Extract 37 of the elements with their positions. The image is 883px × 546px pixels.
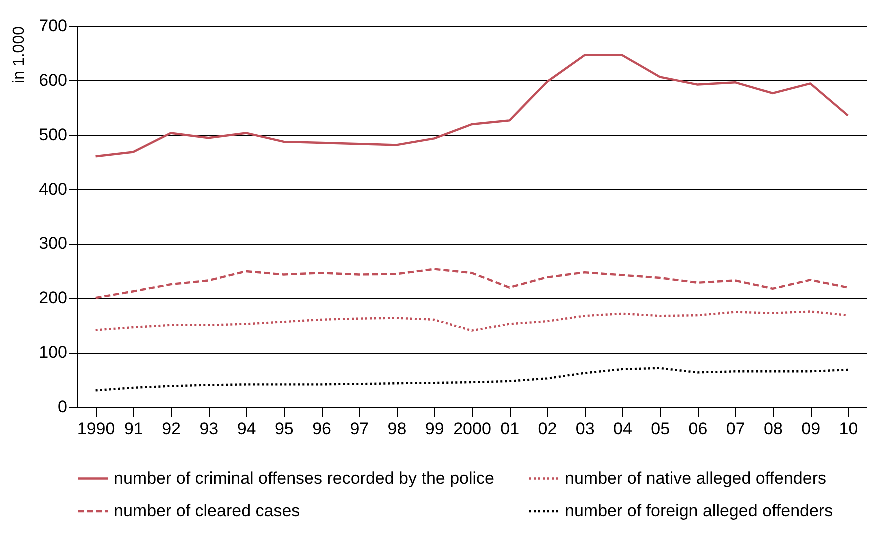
x-tick-label: 96 (312, 420, 332, 438)
y-tick-label: 200 (39, 288, 68, 308)
x-tick-label: 91 (124, 420, 144, 438)
x-tick-label: 01 (500, 420, 520, 438)
legend-label: number of native alleged offenders (565, 468, 826, 488)
x-tick-label: 08 (764, 420, 783, 438)
x-tick-label: 95 (274, 420, 294, 438)
line-series (94, 367, 850, 392)
line-series (94, 268, 850, 300)
y-tick-label: 700 (39, 16, 68, 36)
x-tick-label: 93 (200, 420, 219, 438)
x-tick-label: 04 (614, 420, 632, 438)
x-tick-label: 03 (576, 420, 595, 438)
x-tick-label: 10 (839, 420, 858, 438)
y-tick-label: 100 (39, 343, 68, 362)
x-tick-label: 06 (688, 420, 708, 438)
x-tick-label: 02 (538, 420, 558, 438)
x-tick-label: 92 (162, 420, 182, 438)
x-tick-label: 98 (388, 420, 407, 438)
y-axis-title: in 1.000 (11, 26, 28, 84)
x-tick-label: 05 (651, 420, 670, 438)
x-tick-label: 94 (237, 420, 256, 438)
y-tick-label: 400 (39, 180, 68, 199)
legend-label: number of criminal offenses recorded by the police (114, 468, 494, 488)
x-tick-label: 09 (802, 420, 821, 438)
x-tick-label: 1990 (77, 420, 116, 438)
x-tick-label: 99 (425, 420, 444, 438)
y-tick-label: 300 (39, 234, 68, 254)
x-tick-label: 07 (726, 420, 746, 438)
x-tick-label: 97 (350, 420, 370, 438)
y-tick-label: 500 (39, 125, 68, 144)
y-tick-label: 0 (58, 398, 68, 416)
legend-label: number of cleared cases (114, 502, 300, 520)
line-series (94, 54, 850, 158)
x-tick-label: 2000 (454, 420, 492, 438)
y-tick-label: 600 (39, 70, 68, 90)
legend-label: number of foreign alleged offenders (565, 502, 834, 520)
